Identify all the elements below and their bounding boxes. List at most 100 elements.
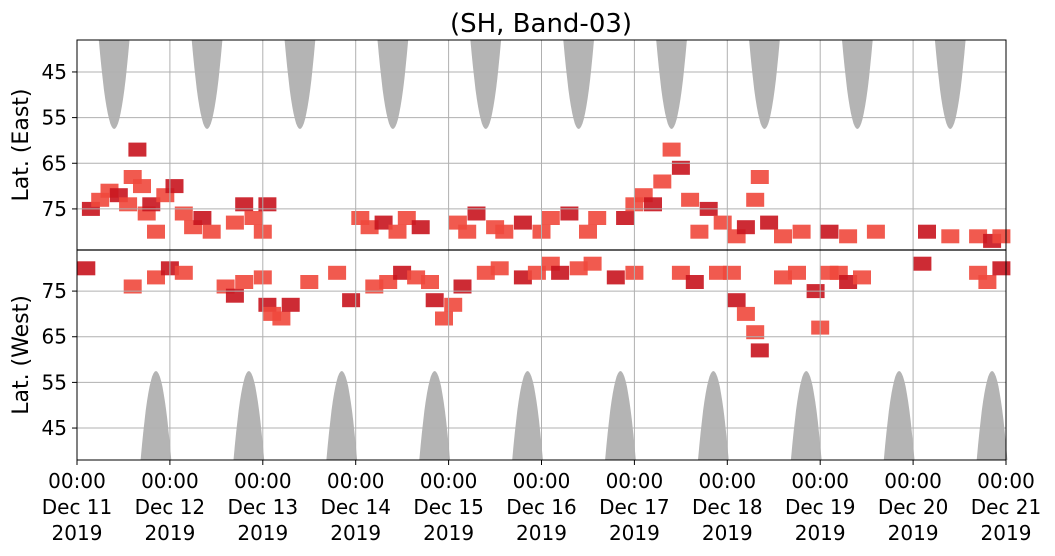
y-label-east: Lat. (East): [9, 89, 34, 202]
daylight-west-6: [698, 371, 729, 460]
x-tick-time-7: 00:00: [698, 469, 756, 493]
activity-point-east-46: [681, 192, 700, 207]
activity-point-west-14: [328, 265, 347, 280]
activity-point-east-47: [690, 224, 709, 239]
activity-point-west-53: [978, 275, 997, 289]
daylight-west-2: [326, 371, 358, 460]
activity-point-west-42: [750, 343, 769, 358]
activity-point-east-16: [202, 224, 221, 239]
x-tick-time-0: 00:00: [48, 469, 106, 493]
activity-point-east-35: [541, 211, 560, 225]
activity-point-east-52: [746, 192, 765, 207]
activity-point-west-48: [839, 275, 858, 289]
activity-point-west-4: [174, 265, 193, 280]
daylight-west-1: [233, 371, 265, 460]
daylight-east-9: [934, 40, 966, 129]
activity-layer: [77, 142, 1011, 358]
activity-point-east-10: [147, 224, 165, 239]
activity-point-west-1: [123, 279, 142, 294]
x-tick-date-6: Dec 17: [599, 495, 670, 519]
activity-point-west-11: [272, 311, 291, 326]
activity-point-east-36: [560, 206, 579, 221]
activity-point-east-6: [128, 142, 147, 157]
x-tick-time-8: 00:00: [791, 469, 849, 493]
activity-point-east-56: [792, 224, 811, 239]
x-tick-year-7: 2019: [702, 521, 753, 545]
y-tick-label-west-3: 45: [42, 416, 67, 440]
activity-point-east-38: [588, 211, 607, 225]
activity-point-west-21: [425, 293, 444, 308]
x-tick-date-8: Dec 19: [785, 495, 856, 519]
y-label-west: Lat. (West): [9, 295, 34, 415]
activity-point-west-19: [407, 270, 426, 285]
activity-point-east-43: [653, 174, 672, 189]
x-tick-year-5: 2019: [516, 521, 567, 545]
activity-point-west-15: [342, 293, 361, 308]
x-tick-time-1: 00:00: [141, 469, 199, 493]
activity-point-east-51: [736, 220, 755, 235]
x-tick-date-10: Dec 21: [971, 495, 1042, 519]
activity-point-east-44: [662, 142, 681, 157]
x-tick-time-3: 00:00: [327, 469, 385, 493]
daylight-east-1: [191, 40, 223, 129]
x-tick-time-4: 00:00: [420, 469, 478, 493]
daylight-east-2: [284, 40, 316, 129]
activity-point-east-24: [374, 215, 393, 230]
activity-point-west-37: [709, 265, 727, 280]
x-tick-time-6: 00:00: [606, 469, 664, 493]
activity-point-east-13: [174, 206, 193, 221]
activity-point-west-33: [606, 270, 625, 285]
activity-point-west-49: [853, 270, 871, 285]
y-tick-label-west-0: 75: [42, 279, 67, 303]
x-tick-year-0: 2019: [52, 521, 103, 545]
activity-point-west-24: [453, 279, 472, 294]
activity-point-east-55: [774, 229, 792, 244]
x-tick-year-3: 2019: [330, 521, 381, 545]
daylight-region-layer: [98, 40, 1008, 460]
y-tick-label-east-0: 45: [42, 60, 67, 84]
activity-point-west-27: [513, 270, 532, 285]
y-tick-label-west-2: 55: [42, 370, 67, 394]
daylight-west-0: [140, 371, 172, 460]
activity-point-west-44: [788, 265, 806, 280]
activity-point-west-41: [746, 325, 765, 340]
activity-point-east-62: [969, 229, 988, 244]
activity-point-east-19: [244, 211, 263, 225]
activity-point-east-27: [411, 220, 430, 235]
activity-point-west-38: [722, 265, 741, 280]
activity-point-west-23: [444, 297, 463, 312]
activity-point-east-29: [458, 224, 477, 239]
y-tick-label-east-2: 65: [42, 151, 67, 175]
x-tick-year-8: 2019: [795, 521, 846, 545]
x-tick-date-1: Dec 12: [135, 495, 206, 519]
daylight-east-3: [377, 40, 409, 129]
activity-point-west-36: [685, 275, 704, 289]
activity-point-west-2: [147, 270, 165, 285]
activity-point-west-25: [476, 265, 495, 280]
activity-point-west-13: [300, 275, 319, 289]
activity-point-east-18: [235, 197, 254, 212]
activity-point-west-20: [421, 275, 439, 289]
x-tick-year-9: 2019: [888, 521, 939, 545]
activity-point-west-35: [671, 265, 690, 280]
activity-point-east-17: [225, 215, 244, 230]
activity-point-west-17: [379, 275, 398, 289]
x-tick-date-7: Dec 18: [692, 495, 763, 519]
daylight-west-3: [419, 371, 450, 460]
x-tick-time-9: 00:00: [884, 469, 942, 493]
x-tick-date-9: Dec 20: [878, 495, 949, 519]
x-tick-year-6: 2019: [609, 521, 660, 545]
x-tick-year-4: 2019: [423, 521, 474, 545]
daylight-west-5: [605, 371, 636, 460]
x-tick-year-1: 2019: [144, 521, 195, 545]
activity-point-east-59: [866, 224, 885, 239]
activity-point-east-37: [579, 224, 597, 239]
daylight-east-4: [470, 40, 502, 129]
y-tick-label-east-1: 55: [42, 106, 67, 130]
activity-point-west-30: [551, 265, 570, 280]
activity-point-east-42: [644, 197, 662, 212]
x-tick-date-0: Dec 11: [42, 495, 113, 519]
activity-point-east-25: [388, 224, 407, 239]
